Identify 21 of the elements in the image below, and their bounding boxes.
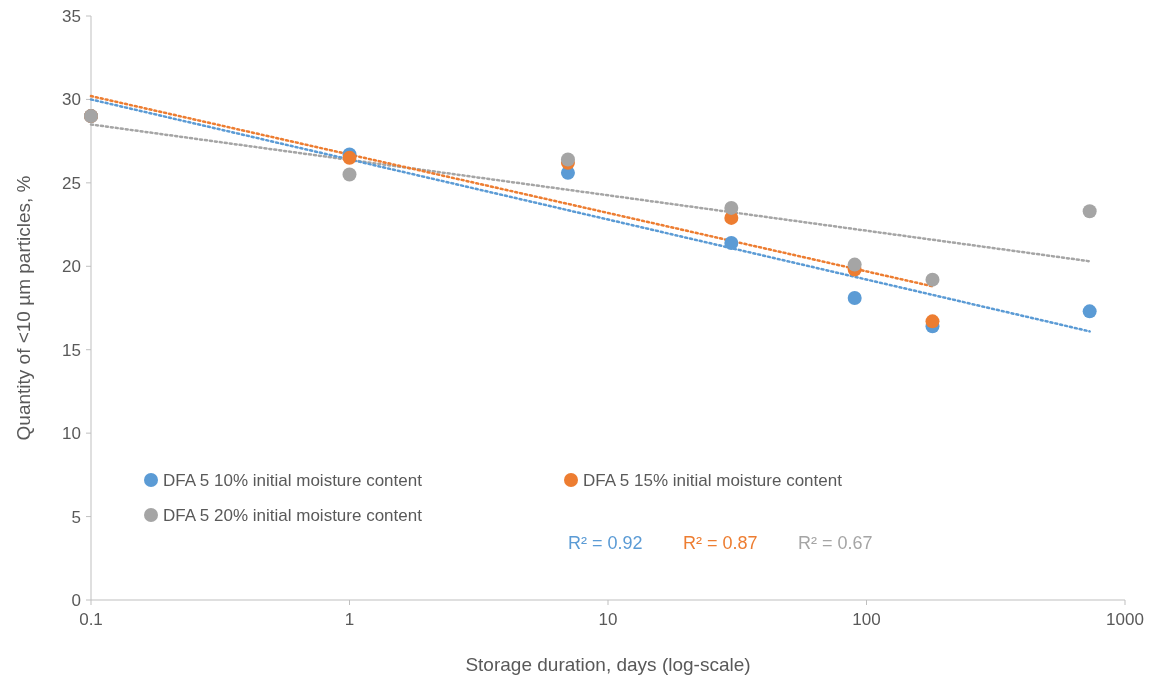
y-tick-label: 30 [62,90,81,110]
legend-label: DFA 5 10% initial moisture content [163,470,423,490]
y-tick-label: 0 [71,590,81,610]
y-tick-label: 20 [62,257,81,277]
annotation: R² = 0.87 [683,533,758,554]
x-tick-label: 1 [344,610,355,629]
x-tick-label: 0.1 [79,610,103,629]
y-tick-label: 25 [62,173,81,193]
legend-label: DFA 5 20% initial moisture content [163,505,423,525]
y-tick-label: 15 [62,340,81,360]
y-tick-label: 5 [71,507,81,527]
x-tick-label: 1000 [1106,610,1144,629]
annotation: R² = 0.67 [798,533,873,554]
y-axis-title: Quantity of <10 µm particles, % [13,175,34,441]
x-tick-label: 100 [852,610,881,629]
x-tick-label: 10 [598,610,618,629]
legend-label: DFA 5 15% initial moisture content [583,470,843,490]
y-tick-label: 10 [62,424,81,444]
x-axis-title: Storage duration, days (log-scale) [465,654,751,675]
y-tick-label: 35 [62,6,81,26]
annotation: R² = 0.92 [568,533,643,554]
